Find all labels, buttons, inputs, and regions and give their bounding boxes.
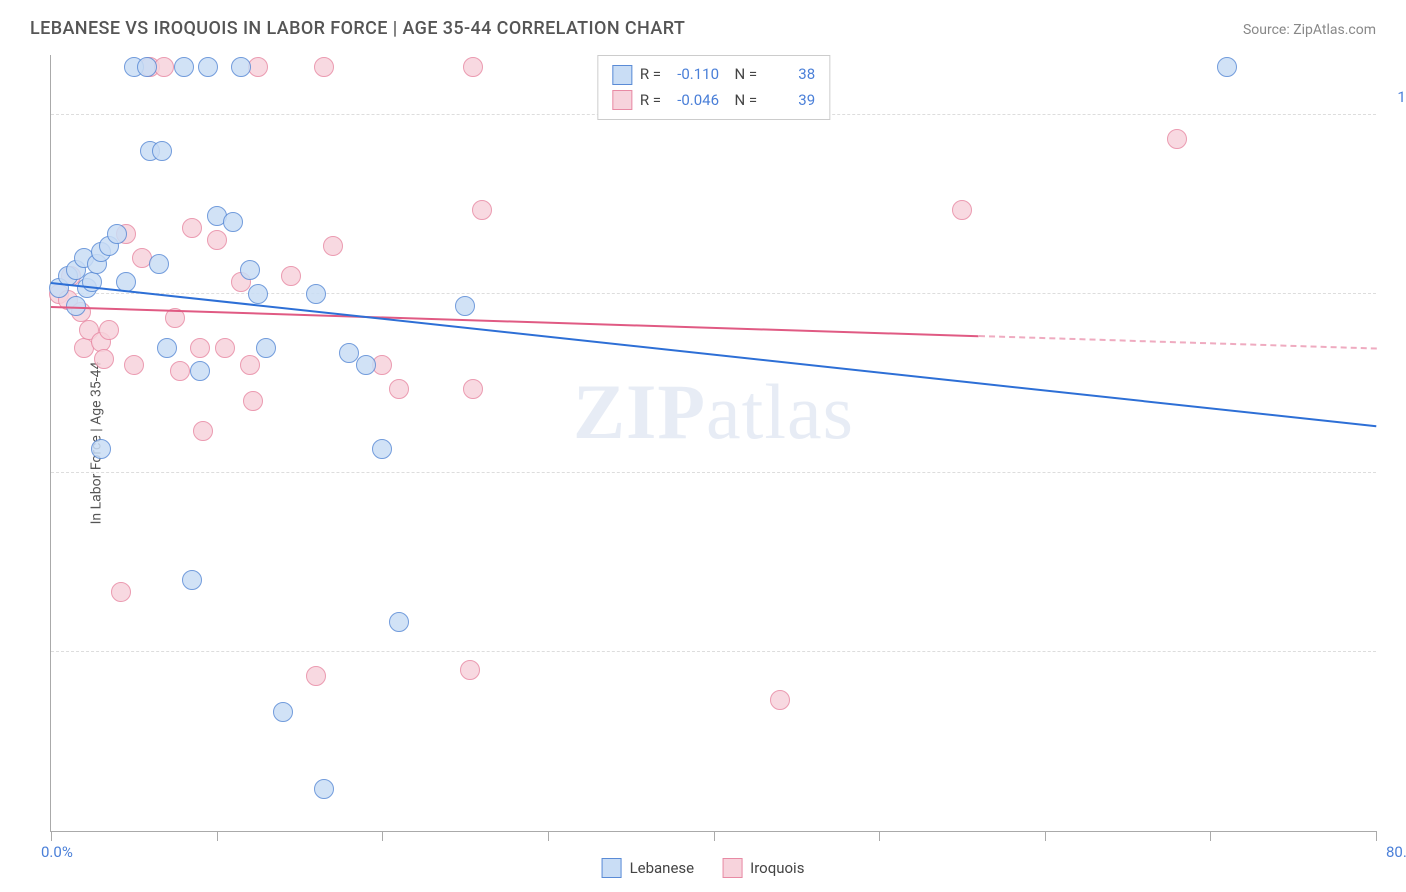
data-point-iroquois <box>240 355 260 375</box>
data-point-iroquois <box>94 349 114 369</box>
data-point-lebanese <box>223 212 243 232</box>
chart-title: LEBANESE VS IROQUOIS IN LABOR FORCE | AG… <box>30 18 685 39</box>
x-tick <box>1045 831 1046 841</box>
series-legend: Lebanese Iroquois <box>602 858 805 878</box>
data-point-iroquois <box>215 338 235 358</box>
legend-row-lebanese: R =-0.110 N =38 <box>612 62 815 88</box>
data-point-lebanese <box>306 284 326 304</box>
data-point-iroquois <box>190 338 210 358</box>
data-point-iroquois <box>170 361 190 381</box>
data-point-iroquois <box>306 666 326 686</box>
data-point-lebanese <box>314 779 334 799</box>
data-point-iroquois <box>99 320 119 340</box>
data-point-iroquois <box>770 690 790 710</box>
data-point-lebanese <box>389 612 409 632</box>
x-tick <box>1376 831 1377 841</box>
data-point-lebanese <box>372 439 392 459</box>
data-point-iroquois <box>389 379 409 399</box>
x-tick <box>714 831 715 841</box>
data-point-iroquois <box>207 230 227 250</box>
x-tick <box>382 831 383 841</box>
data-point-lebanese <box>198 57 218 77</box>
data-point-iroquois <box>243 391 263 411</box>
data-point-iroquois <box>1167 129 1187 149</box>
data-point-iroquois <box>182 218 202 238</box>
data-point-iroquois <box>111 582 131 602</box>
chart-plot-area: In Labor Force | Age 35-44 55.0%70.0%85.… <box>50 55 1376 832</box>
data-point-lebanese <box>182 570 202 590</box>
y-tick-label: 70.0% <box>1386 446 1406 464</box>
swatch-lebanese-bottom <box>602 858 622 878</box>
data-point-lebanese <box>107 224 127 244</box>
y-tick-label: 55.0% <box>1386 625 1406 643</box>
y-tick-label: 100.0% <box>1386 88 1406 106</box>
data-point-lebanese <box>231 57 251 77</box>
x-tick <box>879 831 880 841</box>
gridline <box>51 651 1376 652</box>
data-point-lebanese <box>174 57 194 77</box>
data-point-lebanese <box>149 254 169 274</box>
data-point-iroquois <box>472 200 492 220</box>
data-point-lebanese <box>157 338 177 358</box>
data-point-iroquois <box>193 421 213 441</box>
x-tick <box>548 831 549 841</box>
data-point-lebanese <box>152 141 172 161</box>
data-point-iroquois <box>952 200 972 220</box>
x-tick <box>1210 831 1211 841</box>
data-point-iroquois <box>463 57 483 77</box>
data-point-lebanese <box>356 355 376 375</box>
trend-line-dashed <box>978 335 1376 350</box>
data-point-lebanese <box>256 338 276 358</box>
data-point-iroquois <box>281 266 301 286</box>
legend-item-iroquois: Iroquois <box>722 858 804 878</box>
swatch-iroquois-bottom <box>722 858 742 878</box>
legend-row-iroquois: R =-0.046 N =39 <box>612 88 815 114</box>
data-point-lebanese <box>91 439 111 459</box>
data-point-lebanese <box>455 296 475 316</box>
legend-item-lebanese: Lebanese <box>602 858 695 878</box>
x-tick <box>217 831 218 841</box>
data-point-lebanese <box>273 702 293 722</box>
x-max-label: 80.0% <box>1386 843 1406 861</box>
chart-header: LEBANESE VS IROQUOIS IN LABOR FORCE | AG… <box>0 0 1406 51</box>
x-min-label: 0.0% <box>41 843 73 861</box>
swatch-lebanese <box>612 65 632 85</box>
x-tick <box>51 831 52 841</box>
chart-source: Source: ZipAtlas.com <box>1243 22 1376 38</box>
data-point-iroquois <box>314 57 334 77</box>
data-point-iroquois <box>463 379 483 399</box>
data-point-iroquois <box>460 660 480 680</box>
data-point-lebanese <box>248 284 268 304</box>
data-point-lebanese <box>137 57 157 77</box>
data-point-lebanese <box>190 361 210 381</box>
gridline <box>51 472 1376 473</box>
y-tick-label: 85.0% <box>1386 267 1406 285</box>
correlation-legend: R =-0.110 N =38 R =-0.046 N =39 <box>597 55 830 120</box>
data-point-lebanese <box>1217 57 1237 77</box>
data-point-lebanese <box>240 260 260 280</box>
swatch-iroquois <box>612 90 632 110</box>
data-point-iroquois <box>124 355 144 375</box>
data-point-iroquois <box>323 236 343 256</box>
